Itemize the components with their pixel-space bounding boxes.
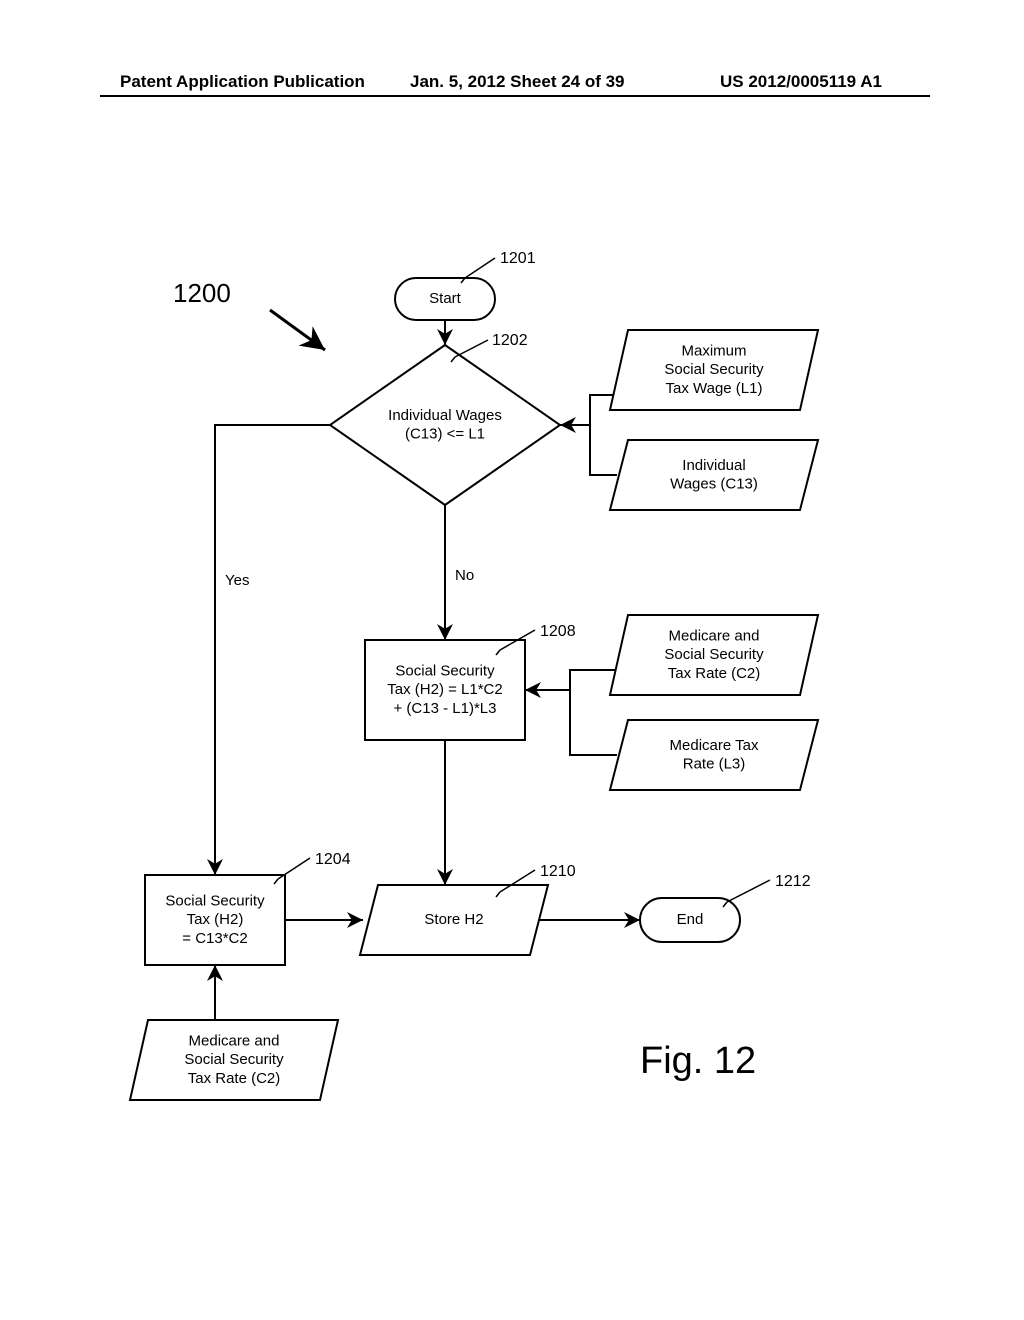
svg-text:Medicare and: Medicare and [669, 627, 760, 644]
svg-text:Tax Rate (C2): Tax Rate (C2) [188, 1070, 281, 1087]
svg-text:Tax Rate (C2): Tax Rate (C2) [668, 665, 761, 682]
svg-text:Rate (L3): Rate (L3) [683, 756, 746, 773]
svg-text:Yes: Yes [225, 572, 249, 589]
svg-text:Start: Start [429, 290, 462, 307]
figure-label: Fig. 12 [640, 1040, 756, 1083]
svg-text:No: No [455, 567, 474, 584]
svg-text:Social Security: Social Security [664, 361, 764, 378]
svg-text:Tax (H2) = L1*C2: Tax (H2) = L1*C2 [387, 681, 502, 698]
svg-text:+ (C13 - L1)*L3: + (C13 - L1)*L3 [394, 700, 497, 717]
svg-text:(C13) <= L1: (C13) <= L1 [405, 426, 485, 443]
svg-text:1210: 1210 [540, 863, 576, 880]
svg-text:End: End [677, 911, 704, 928]
svg-text:1200: 1200 [173, 278, 231, 308]
svg-text:1208: 1208 [540, 623, 576, 640]
svg-text:Social Security: Social Security [165, 892, 265, 909]
svg-text:Tax (H2): Tax (H2) [187, 911, 244, 928]
svg-text:Social Security: Social Security [395, 662, 495, 679]
svg-text:Store H2: Store H2 [424, 911, 483, 928]
svg-text:Individual: Individual [682, 457, 745, 474]
svg-text:Maximum: Maximum [681, 342, 746, 359]
svg-text:1204: 1204 [315, 851, 351, 868]
svg-text:1201: 1201 [500, 250, 536, 267]
svg-text:= C13*C2: = C13*C2 [182, 930, 247, 947]
svg-text:Medicare and: Medicare and [189, 1032, 280, 1049]
svg-text:Social Security: Social Security [184, 1051, 284, 1068]
svg-text:Wages (C13): Wages (C13) [670, 476, 758, 493]
svg-text:Individual Wages: Individual Wages [388, 407, 502, 424]
svg-text:Social Security: Social Security [664, 646, 764, 663]
svg-text:Medicare Tax: Medicare Tax [670, 737, 759, 754]
page: Patent Application Publication Jan. 5, 2… [0, 0, 1024, 1320]
flowchart-diagram: Start Individual Wages (C13) <= L1 Maximum S… [0, 0, 1024, 1320]
svg-text:1212: 1212 [775, 873, 811, 890]
svg-text:Tax Wage (L1): Tax Wage (L1) [666, 380, 763, 397]
svg-text:1202: 1202 [492, 332, 528, 349]
